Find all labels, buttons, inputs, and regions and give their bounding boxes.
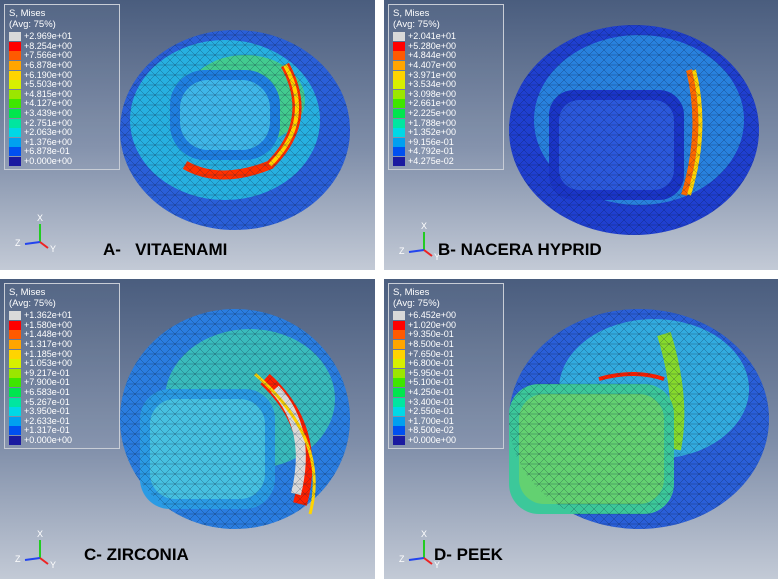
legend-value: +4.407e+00 (408, 60, 457, 71)
axis-y-label: Y (50, 244, 56, 254)
legend-value: +1.020e+00 (408, 319, 457, 330)
axis-triad-icon: X Z Y (399, 529, 440, 570)
panel-caption: C- ZIRCONIA (84, 545, 189, 564)
panel-d: S, Mises (Avg: 75%) +6.452e+00 +1.020e+0… (384, 279, 778, 579)
legend-a: S, Mises (Avg: 75%) +2.969e+01 +8.254e+0… (4, 4, 120, 171)
legend-value: +7.566e+00 (24, 50, 73, 61)
legend-value: +8.500e-01 (408, 339, 454, 350)
legend-value: +1.362e+01 (24, 310, 73, 321)
legend-value: +1.700e-01 (408, 415, 454, 426)
legend-value: +2.041e+01 (408, 31, 457, 42)
legend-value: +2.225e+00 (408, 108, 457, 119)
legend-subtitle: (Avg: 75%) (9, 19, 56, 30)
legend-title: S, Mises (9, 8, 46, 19)
legend-title: S, Mises (9, 287, 46, 298)
legend-value: +6.878e+00 (24, 60, 73, 71)
tooth-model-d (509, 309, 769, 529)
legend-value: +3.400e-01 (408, 396, 454, 407)
legend-value: +7.650e-01 (408, 348, 454, 359)
legend-value: +9.156e-01 (408, 136, 454, 147)
panel-a: S, Mises (Avg: 75%) +2.969e+01 +8.254e+0… (0, 0, 375, 270)
axis-z-label: Z (15, 554, 21, 564)
legend-value: +1.376e+00 (24, 136, 73, 147)
legend-value: +9.350e-01 (408, 329, 454, 340)
tooth-model-a (120, 30, 350, 230)
axis-y-label: Y (434, 252, 440, 262)
legend-value: +1.352e+00 (408, 127, 457, 138)
legend-title: S, Mises (393, 8, 430, 19)
legend-value: +3.439e+00 (24, 108, 73, 119)
legend-value: +6.583e-01 (24, 387, 70, 398)
legend-value: +2.969e+01 (24, 31, 73, 42)
axis-y-label: Y (434, 560, 440, 570)
legend-value: +0.000e+00 (408, 435, 457, 446)
axis-z-label: Z (399, 554, 405, 564)
legend-value: +4.815e+00 (24, 88, 73, 99)
legend-value: +6.800e-01 (408, 358, 454, 369)
legend-value: +6.878e-01 (24, 146, 70, 157)
legend-value: +3.950e-01 (24, 406, 70, 417)
legend-title: S, Mises (393, 287, 430, 298)
panel-caption: B- NACERA HYPRID (438, 240, 602, 259)
legend-d: S, Mises (Avg: 75%) +6.452e+00 +1.020e+0… (388, 283, 504, 450)
legend-value: +1.580e+00 (24, 319, 73, 330)
legend-value: +3.098e+00 (408, 88, 457, 99)
legend-value: +5.503e+00 (24, 79, 73, 90)
legend-value: +7.900e-01 (24, 377, 70, 388)
legend-subtitle: (Avg: 75%) (393, 19, 440, 30)
legend-value: +5.280e+00 (408, 40, 457, 51)
legend-value: +1.788e+00 (408, 117, 457, 128)
legend-subtitle: (Avg: 75%) (9, 298, 56, 309)
axis-z-label: Z (399, 246, 405, 256)
legend-value: +3.971e+00 (408, 69, 457, 80)
legend-value: +5.267e-01 (24, 396, 70, 407)
panel-b: S, Mises (Avg: 75%) +2.041e+01 +5.280e+0… (384, 0, 778, 270)
axis-y-label: Y (50, 560, 56, 570)
legend-value: +2.063e+00 (24, 127, 73, 138)
legend-value: +9.217e-01 (24, 367, 70, 378)
legend-value: +4.792e-01 (408, 146, 454, 157)
legend-value: +8.254e+00 (24, 40, 73, 51)
axis-z-label: Z (15, 238, 21, 248)
panel-c: S, Mises (Avg: 75%) +1.362e+01 +1.580e+0… (0, 279, 375, 579)
legend-value: +3.534e+00 (408, 79, 457, 90)
legend-value: +6.452e+00 (408, 310, 457, 321)
legend-value: +4.127e+00 (24, 98, 73, 109)
legend-value: +1.317e-01 (24, 425, 70, 436)
tooth-model-b (509, 25, 759, 235)
axis-triad-icon: X Z Y (15, 213, 56, 254)
legend-value: +4.275e-02 (408, 156, 454, 167)
legend-value: +4.844e+00 (408, 50, 457, 61)
legend-value: +4.250e-01 (408, 387, 454, 398)
axis-x-label: X (37, 529, 43, 539)
legend-b: S, Mises (Avg: 75%) +2.041e+01 +5.280e+0… (388, 4, 504, 171)
legend-value: +0.000e+00 (24, 435, 73, 446)
legend-value: +2.661e+00 (408, 98, 457, 109)
axis-x-label: X (37, 213, 43, 223)
legend-subtitle: (Avg: 75%) (393, 298, 440, 309)
legend-c: S, Mises (Avg: 75%) +1.362e+01 +1.580e+0… (4, 283, 120, 450)
legend-value: +1.448e+00 (24, 329, 73, 340)
legend-value: +5.950e-01 (408, 367, 454, 378)
tooth-model-c (120, 309, 350, 529)
legend-value: +1.185e+00 (24, 348, 73, 359)
legend-value: +1.053e+00 (24, 358, 73, 369)
legend-value: +2.633e-01 (24, 415, 70, 426)
axis-x-label: X (421, 529, 427, 539)
legend-value: +1.317e+00 (24, 339, 73, 350)
legend-value: +6.190e+00 (24, 69, 73, 80)
legend-value: +2.751e+00 (24, 117, 73, 128)
panel-caption: A- VITAENAMI (103, 240, 228, 259)
legend-value: +8.500e-02 (408, 425, 454, 436)
panel-caption: D- PEEK (434, 545, 503, 564)
legend-value: +0.000e+00 (24, 156, 73, 167)
axis-x-label: X (421, 221, 427, 231)
legend-value: +5.100e-01 (408, 377, 454, 388)
axis-triad-icon: X Z Y (15, 529, 56, 570)
axis-triad-icon: X Z Y (399, 221, 440, 262)
legend-value: +2.550e-01 (408, 406, 454, 417)
